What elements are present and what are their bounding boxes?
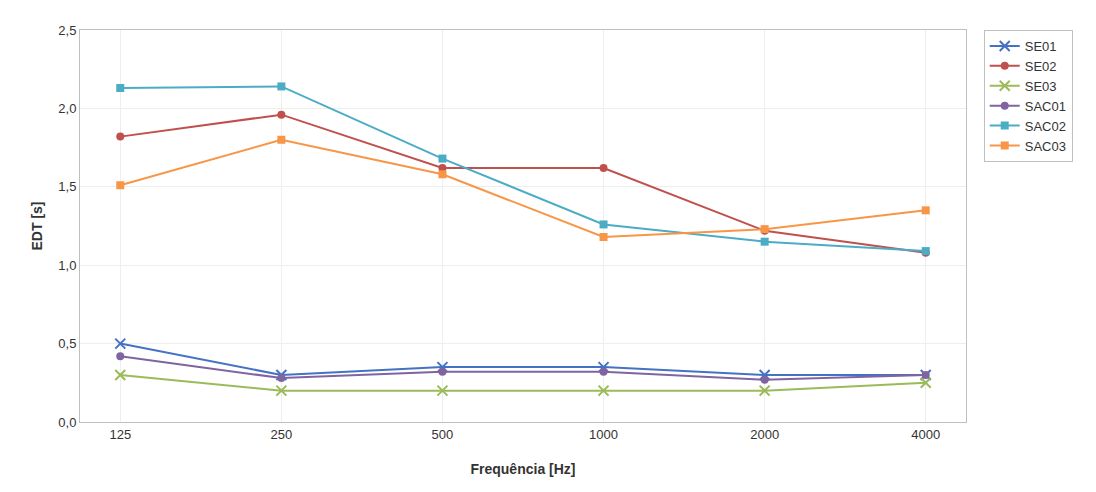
svg-text:EDT [s]: EDT [s] xyxy=(29,202,45,251)
svg-text:SAC02: SAC02 xyxy=(1025,119,1066,134)
svg-text:SAC03: SAC03 xyxy=(1025,139,1066,154)
svg-text:2,0: 2,0 xyxy=(58,101,76,116)
svg-text:0,5: 0,5 xyxy=(58,336,76,351)
svg-text:Frequência [Hz]: Frequência [Hz] xyxy=(470,461,575,477)
svg-text:500: 500 xyxy=(432,427,454,442)
svg-text:4000: 4000 xyxy=(911,427,940,442)
svg-text:SE01: SE01 xyxy=(1025,39,1057,54)
svg-text:2000: 2000 xyxy=(750,427,779,442)
svg-text:125: 125 xyxy=(109,427,131,442)
svg-text:1,5: 1,5 xyxy=(58,179,76,194)
svg-text:1000: 1000 xyxy=(589,427,618,442)
svg-text:2,5: 2,5 xyxy=(58,23,76,38)
svg-text:SE02: SE02 xyxy=(1025,59,1057,74)
svg-text:0,0: 0,0 xyxy=(58,415,76,430)
svg-text:SE03: SE03 xyxy=(1025,79,1057,94)
svg-text:SAC01: SAC01 xyxy=(1025,99,1066,114)
svg-text:250: 250 xyxy=(271,427,293,442)
svg-text:1,0: 1,0 xyxy=(58,258,76,273)
